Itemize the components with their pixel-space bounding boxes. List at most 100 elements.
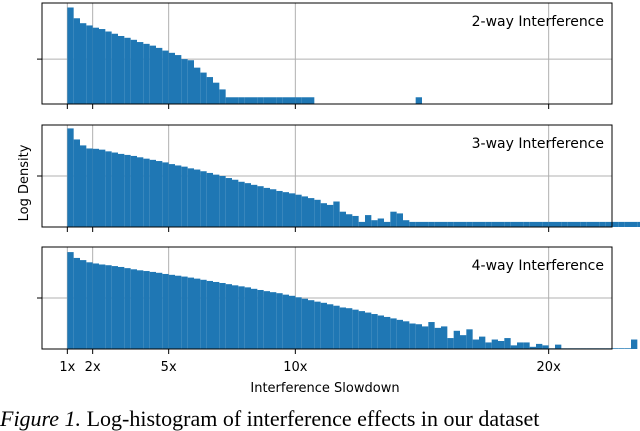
histogram-bar — [238, 97, 245, 104]
histogram-bar — [206, 77, 213, 104]
histogram-bar — [168, 164, 175, 227]
histogram-bar — [624, 221, 631, 227]
histogram-bar — [358, 221, 365, 227]
histogram-bar — [143, 271, 150, 349]
histogram-bar — [73, 257, 80, 349]
histogram-bar — [491, 221, 498, 227]
histogram-bar — [301, 97, 308, 104]
histogram-bar — [73, 18, 80, 104]
histogram-bar — [403, 321, 410, 349]
histogram-bar — [434, 327, 441, 349]
histogram-bar — [498, 221, 505, 227]
histogram-bar — [301, 298, 308, 349]
histogram-bar — [529, 346, 536, 349]
histogram-bar — [282, 192, 289, 227]
histogram-bar — [124, 154, 131, 227]
histogram-panel: 4-way Interference — [37, 246, 638, 354]
histogram-bar — [612, 221, 619, 227]
panel-label: 2-way Interference — [472, 14, 604, 30]
histogram-bar — [479, 221, 486, 227]
histogram-bar — [447, 338, 454, 349]
axes-frame — [41, 124, 613, 228]
histogram-bar — [510, 345, 517, 349]
histogram-bar — [371, 220, 378, 227]
histogram-bar — [472, 339, 479, 349]
histogram-bar — [384, 221, 391, 227]
histogram-bar — [168, 52, 175, 104]
histogram-bar — [263, 97, 270, 104]
histogram-bar — [561, 221, 568, 227]
histogram-bar — [441, 326, 448, 349]
histogram-bar — [219, 176, 226, 227]
histogram-bar — [409, 323, 416, 349]
x-axis-label: Interference Slowdown — [250, 381, 399, 396]
histogram-bar — [238, 181, 245, 227]
histogram-bar — [314, 199, 321, 227]
histogram-bar — [200, 279, 207, 349]
histogram-bar — [80, 260, 87, 349]
histogram-bar — [225, 178, 232, 227]
histogram-bar — [282, 294, 289, 349]
caption-lead: Figure 1. — [0, 406, 82, 431]
histogram-bar — [206, 172, 213, 227]
histogram-bar — [371, 314, 378, 349]
histogram-bar — [320, 302, 327, 349]
histogram-bar — [200, 72, 207, 104]
caption-text: Log-histogram of interference effects in… — [81, 406, 540, 431]
histogram-bar — [529, 221, 536, 227]
histogram-bar — [111, 33, 118, 104]
histogram-bar — [586, 221, 593, 227]
histogram-bar — [200, 171, 207, 227]
histogram-bar — [130, 269, 137, 349]
histogram-bar — [124, 268, 131, 349]
histogram-bar — [124, 37, 131, 104]
histogram-bar — [390, 318, 397, 349]
x-tick-label: 5x — [161, 360, 177, 375]
histogram-bar — [333, 305, 340, 349]
histogram-bar — [384, 316, 391, 349]
histogram-bar — [631, 339, 638, 349]
histogram-bar — [194, 67, 201, 104]
histogram-bar — [631, 221, 638, 227]
histogram-bar — [612, 348, 619, 349]
figure: 2-way Interference 3-way Interference 4-wa… — [17, 2, 640, 396]
histogram-bar — [232, 179, 239, 227]
histogram-bar — [194, 169, 201, 227]
histogram-bar — [308, 198, 315, 227]
histogram-bar — [555, 221, 562, 227]
histogram-bar — [86, 148, 93, 227]
histogram-bar — [67, 252, 74, 349]
histogram-bar — [73, 139, 80, 227]
histogram-bar — [453, 330, 460, 349]
histogram-bar — [295, 194, 302, 227]
histogram-bar — [156, 272, 163, 349]
histogram-bar — [162, 50, 169, 104]
histogram-bar — [156, 161, 163, 227]
histogram-bar — [175, 165, 182, 227]
histogram-panel: 2-way Interference — [37, 2, 613, 109]
histogram-bar — [396, 319, 403, 349]
histogram-bar — [270, 189, 277, 227]
x-tick-label: 1x — [59, 360, 75, 375]
histogram-bar — [105, 151, 112, 227]
histogram-bar — [99, 264, 106, 349]
histogram-bar — [206, 280, 213, 349]
histogram-bar — [536, 221, 543, 227]
histogram-bar — [181, 276, 188, 349]
histogram-bar — [396, 213, 403, 227]
histogram-bar — [130, 155, 137, 227]
histogram-bar — [276, 190, 283, 227]
histogram-bar — [238, 286, 245, 349]
histogram-bar — [137, 157, 144, 227]
histogram-bar — [219, 89, 226, 104]
histogram-bar — [225, 97, 232, 104]
histogram-bar — [618, 221, 625, 227]
histogram-bar — [618, 348, 625, 349]
histogram-bar — [422, 221, 429, 227]
histogram-bar — [149, 271, 156, 349]
histogram-bar — [99, 29, 106, 104]
histogram-bar — [415, 221, 422, 227]
histogram-bar — [187, 168, 194, 227]
histogram-bar — [542, 345, 549, 349]
axes-frame — [41, 246, 613, 350]
